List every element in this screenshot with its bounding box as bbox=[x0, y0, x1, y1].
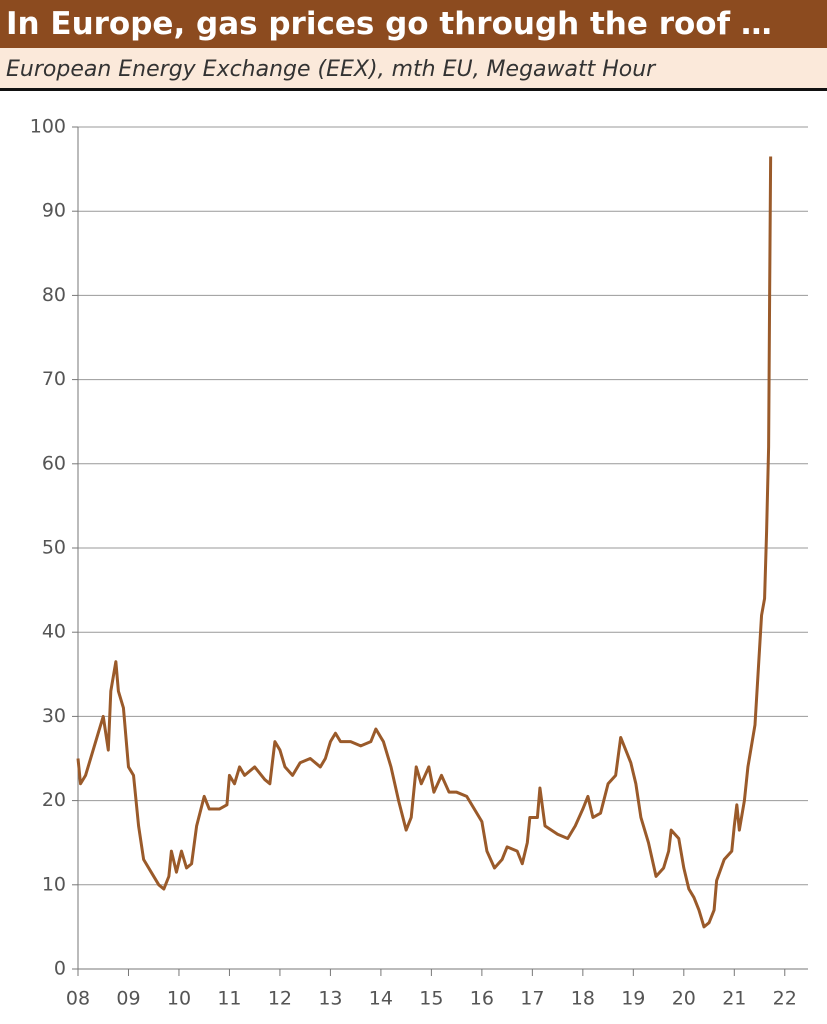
y-tick-label: 90 bbox=[42, 200, 66, 222]
price-line bbox=[76, 156, 773, 929]
x-tick-label: 20 bbox=[672, 988, 696, 1010]
x-tick-label: 09 bbox=[116, 988, 140, 1010]
y-tick-label: 60 bbox=[42, 452, 66, 474]
y-tick-label: 40 bbox=[42, 621, 66, 643]
x-tick-label: 10 bbox=[167, 988, 191, 1010]
y-tick-label: 100 bbox=[30, 116, 66, 138]
x-tick-label: 11 bbox=[217, 988, 241, 1010]
y-tick-label: 10 bbox=[42, 873, 66, 895]
x-tick-label: 14 bbox=[369, 988, 393, 1010]
y-tick-label: 0 bbox=[54, 958, 66, 980]
x-tick-label: 21 bbox=[722, 988, 746, 1010]
x-tick-label: 08 bbox=[66, 988, 90, 1010]
chart-title: In Europe, gas prices go through the roo… bbox=[0, 0, 827, 48]
y-tick-label: 80 bbox=[42, 284, 66, 306]
y-tick-label: 70 bbox=[42, 368, 66, 390]
chart-subtitle: European Energy Exchange (EEX), mth EU, … bbox=[0, 48, 827, 91]
x-tick-label: 13 bbox=[318, 988, 342, 1010]
x-tick-label: 22 bbox=[773, 988, 797, 1010]
y-tick-label: 50 bbox=[42, 537, 66, 559]
chart: 0 10 20 30 40 50 60 70 80 90 100 08 09 10 11 12 13 14 15 16… bbox=[30, 116, 808, 1010]
y-tick-label: 20 bbox=[42, 789, 66, 811]
x-tick-label: 19 bbox=[621, 988, 645, 1010]
x-tick-label: 12 bbox=[268, 988, 292, 1010]
x-tick-label: 16 bbox=[470, 988, 494, 1010]
x-tick-label: 17 bbox=[520, 988, 544, 1010]
y-tick-label: 30 bbox=[42, 705, 66, 727]
x-tick-label: 15 bbox=[419, 988, 443, 1010]
x-tick-label: 18 bbox=[571, 988, 595, 1010]
